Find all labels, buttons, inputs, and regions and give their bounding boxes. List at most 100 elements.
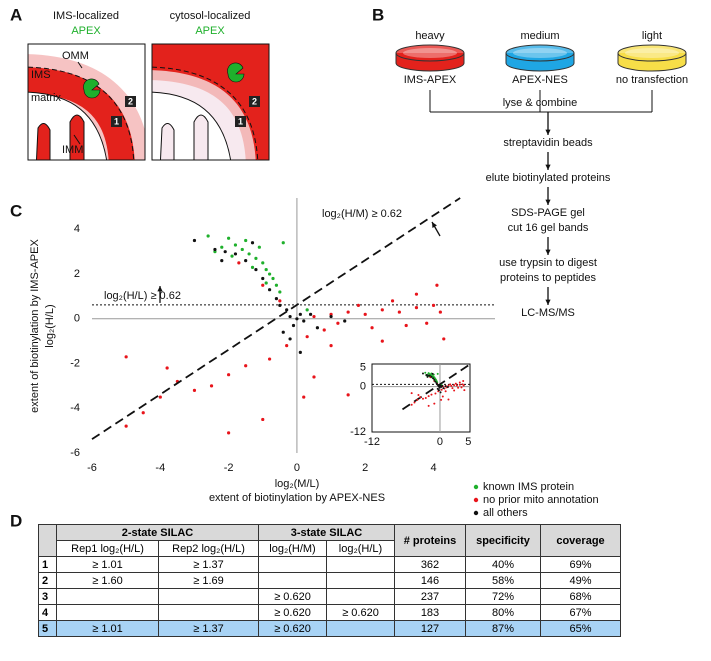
group-header: 3-state SILAC xyxy=(258,524,395,541)
table-cell: ≥ 1.01 xyxy=(56,556,159,573)
data-point xyxy=(220,259,224,263)
data-point xyxy=(439,391,442,394)
data-point xyxy=(141,411,145,415)
data-point xyxy=(298,312,302,316)
data-point xyxy=(425,373,428,376)
data-point xyxy=(434,380,437,383)
data-point xyxy=(434,392,437,395)
x-axis-label: extent of biotinylation by APEX-NES xyxy=(209,492,385,504)
column-header: log₂(H/L) xyxy=(326,540,395,557)
table-cell: 67% xyxy=(540,604,621,621)
table-cell: 72% xyxy=(465,588,541,605)
dish xyxy=(513,48,567,58)
data-point xyxy=(285,308,289,312)
data-point xyxy=(424,371,427,374)
data-point xyxy=(213,247,217,252)
badge: 2 xyxy=(252,96,257,106)
data-point xyxy=(288,337,292,341)
legend-marker xyxy=(473,484,479,490)
data-point xyxy=(439,384,442,387)
data-point xyxy=(458,383,461,386)
table-cell: 68% xyxy=(540,588,621,605)
step-label: cut 16 gel bands xyxy=(508,222,589,234)
row-index: 5 xyxy=(38,620,57,637)
row-index: 4 xyxy=(38,604,57,621)
dish xyxy=(403,48,457,58)
data-point xyxy=(455,384,458,387)
inset-x-tick-label: 5 xyxy=(465,436,471,448)
legend-label: no prior mito annotation xyxy=(483,494,599,506)
data-point xyxy=(430,393,433,396)
data-point xyxy=(322,328,326,332)
row-index: 3 xyxy=(38,588,57,605)
data-point xyxy=(336,321,340,325)
table-cell xyxy=(326,572,395,589)
data-point xyxy=(267,357,272,361)
panel-title: IMS-localized xyxy=(53,10,119,22)
table-cell: 80% xyxy=(465,604,541,621)
data-point xyxy=(247,252,251,256)
data-point xyxy=(414,292,419,296)
data-point xyxy=(370,326,374,330)
column-header: Rep1 log₂(H/L) xyxy=(56,540,159,557)
y-tick-label: 4 xyxy=(74,223,80,235)
data-point xyxy=(363,312,367,316)
data-point xyxy=(261,283,265,287)
data-point xyxy=(278,299,282,303)
table-cell: ≥ 1.69 xyxy=(158,572,259,589)
data-point xyxy=(453,389,456,392)
data-point xyxy=(281,241,285,245)
table-cell: 362 xyxy=(394,556,466,573)
annotation: log₂(H/M) ≥ 0.62 xyxy=(322,208,402,220)
data-point xyxy=(240,247,244,252)
table-cell xyxy=(158,588,259,605)
data-point xyxy=(288,314,292,319)
data-point xyxy=(453,384,456,387)
data-point xyxy=(346,310,350,314)
data-point xyxy=(463,389,466,392)
step-label: SDS-PAGE gel xyxy=(511,207,585,219)
sample-label: APEX-NES xyxy=(512,74,568,86)
data-point xyxy=(454,382,457,385)
data-point xyxy=(410,403,413,406)
data-point xyxy=(250,241,255,245)
data-point xyxy=(380,308,384,312)
data-point xyxy=(254,267,258,272)
data-point xyxy=(271,276,275,281)
header-row: Rep1 log₂(H/L) Rep2 log₂(H/L) log₂(H/M) log… xyxy=(39,540,621,557)
panel-label: D xyxy=(10,511,22,530)
data-point xyxy=(227,373,231,377)
inset-x-tick-label: -12 xyxy=(364,436,380,448)
legend-marker xyxy=(473,510,479,516)
data-point xyxy=(213,250,217,254)
table-cell: ≥ 0.620 xyxy=(326,604,395,621)
table-cell xyxy=(326,556,395,573)
data-point xyxy=(356,303,360,307)
x-axis-label: log₂(M/L) xyxy=(275,478,320,490)
table-row: 4 ≥ 0.620 ≥ 0.620 183 80% 67% xyxy=(38,604,621,621)
data-point xyxy=(404,323,408,328)
data-point xyxy=(346,393,350,397)
arrow-head xyxy=(157,286,163,292)
data-point xyxy=(124,424,128,428)
x-tick-label: -4 xyxy=(155,462,165,474)
column-header: specificity xyxy=(465,524,541,557)
data-point xyxy=(267,288,272,292)
data-point xyxy=(438,310,442,314)
step-label: use trypsin to digest xyxy=(499,257,597,269)
step-label: elute biotinylated proteins xyxy=(486,172,611,184)
panel-subtitle: APEX xyxy=(195,25,225,37)
column-header: coverage xyxy=(540,524,621,557)
table-cell xyxy=(326,588,395,605)
table-cell: 58% xyxy=(465,572,541,589)
data-point xyxy=(302,319,306,323)
badge: 1 xyxy=(238,116,243,126)
data-point xyxy=(329,314,333,319)
data-point xyxy=(223,250,227,254)
table-cell: ≥ 0.620 xyxy=(258,620,327,637)
sample-label: no transfection xyxy=(616,74,688,86)
data-point xyxy=(302,395,306,399)
data-point xyxy=(458,381,461,384)
data-point xyxy=(343,319,347,323)
badges: 1 2 1 2 xyxy=(111,96,260,127)
